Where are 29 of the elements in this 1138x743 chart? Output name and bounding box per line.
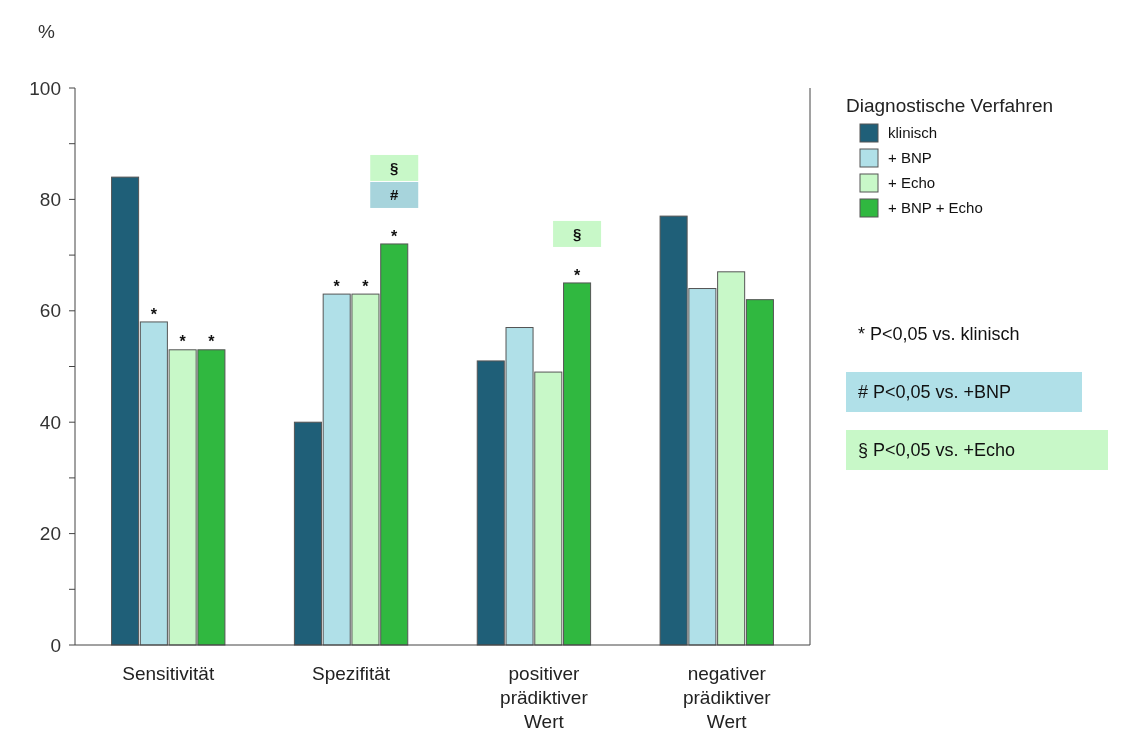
annotation: #	[390, 186, 400, 204]
annotation: *	[150, 305, 158, 323]
y-tick-label: 60	[39, 300, 61, 322]
x-tick-label: Spezifität	[312, 663, 391, 684]
y-tick-label: 20	[39, 523, 61, 545]
x-tick-label: positiver prädiktiver Wert	[500, 663, 589, 732]
legend-label: + BNP + Echo	[888, 199, 983, 217]
legend-label: klinisch	[888, 124, 938, 142]
x-tick-label: negativer prädiktiver Wert	[682, 663, 772, 732]
text: * P<0,05 vs. klinisch	[858, 324, 1020, 345]
annotation: *	[208, 333, 216, 351]
annotation: §	[572, 225, 582, 243]
y-tick-label: 40	[39, 411, 61, 433]
y-tick-label: 100	[29, 77, 61, 99]
legend-label: + BNP	[888, 149, 932, 167]
x-tick-label: Sensitivität	[122, 663, 215, 684]
annotation: *	[573, 266, 581, 284]
y-tick-label: 0	[50, 634, 61, 656]
annotation: *	[333, 277, 341, 295]
legend-label: + Echo	[888, 174, 936, 192]
text: § P<0,05 vs. +Echo	[858, 440, 1016, 461]
y-axis-title: %	[38, 21, 55, 42]
legend-title: Diagnostische Verfahren	[846, 95, 1054, 116]
annotation: *	[362, 277, 370, 295]
annotation: *	[391, 227, 399, 245]
text: # P<0,05 vs. +BNP	[858, 382, 1012, 403]
annotation: §	[390, 159, 399, 177]
annotation: *	[179, 333, 187, 351]
y-tick-label: 80	[39, 189, 61, 211]
